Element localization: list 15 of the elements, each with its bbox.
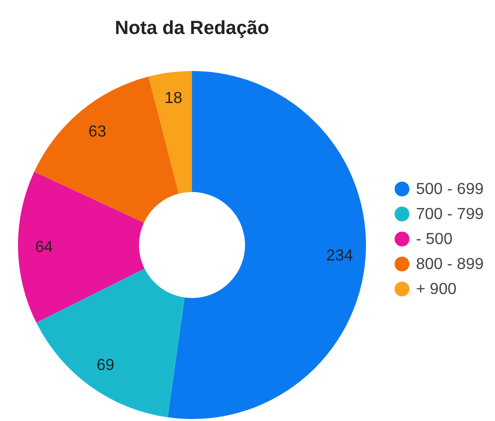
data-label: 69 [96, 357, 115, 374]
data-label: 63 [88, 123, 106, 140]
data-label: 234 [326, 247, 354, 264]
donut-slice [148, 71, 192, 194]
legend-label: - 500 [416, 231, 453, 248]
legend-label: 800 - 899 [416, 256, 484, 273]
donut-slice [168, 71, 366, 419]
data-label: 64 [35, 239, 54, 256]
donut-slice [36, 268, 185, 418]
legend-label: + 900 [416, 281, 457, 298]
legend-label: 500 - 699 [416, 181, 484, 198]
legend-label: 700 - 799 [416, 206, 484, 223]
data-label: 18 [164, 90, 182, 108]
chart-title: Nota da Redação [114, 18, 270, 39]
donut-slice [18, 172, 145, 323]
